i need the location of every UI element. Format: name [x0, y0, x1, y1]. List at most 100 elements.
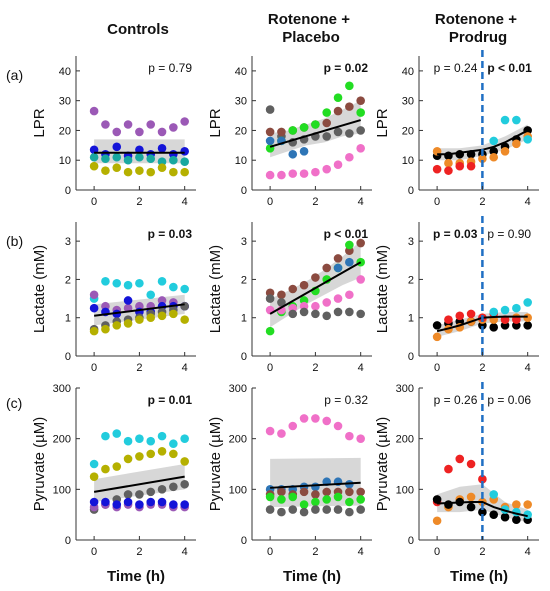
data-point-pink — [299, 169, 309, 178]
data-point-cyan — [500, 305, 510, 315]
data-point-cyan — [157, 277, 167, 286]
data-point-olive — [123, 454, 133, 464]
data-point-blue — [123, 497, 133, 507]
data-point-brown — [299, 280, 309, 290]
column-title-placebo-line2: Placebo — [282, 29, 340, 46]
data-point-red — [444, 166, 453, 175]
data-point-brown — [311, 273, 320, 282]
y-tick-label: 0 — [241, 185, 247, 197]
y-tick-label: 10 — [235, 155, 247, 167]
panel-2-2: 0 100 200 300 0 2 4 Pyruvate (µM) p = 0.26 p = 0.… — [374, 382, 539, 558]
data-point-steelblue — [333, 263, 343, 273]
x-tick-label: 0 — [91, 196, 97, 208]
fit-line — [269, 261, 362, 315]
data-point-brown — [322, 263, 332, 273]
x-tick-label: 2 — [479, 196, 485, 208]
data-point-olive — [135, 315, 144, 324]
data-point-orange — [466, 492, 476, 502]
data-point-purple — [89, 290, 99, 300]
fit-line — [93, 475, 185, 493]
x-tick-label: 4 — [358, 196, 364, 208]
panel-2-0: 0 100 200 300 0 2 4 Pyruvate (µM) p = 0.01 — [31, 383, 196, 558]
x-tick-label: 2 — [479, 546, 485, 558]
y-axis-label: LPR — [374, 108, 391, 137]
data-point-blue — [146, 497, 156, 507]
fit-line — [437, 501, 528, 518]
data-point-olive — [157, 163, 167, 172]
data-point-blue — [180, 146, 189, 156]
data-point-olive — [169, 167, 178, 177]
data-point-orange — [432, 332, 442, 342]
data-point-purple — [89, 106, 99, 116]
data-point-blue — [123, 296, 133, 305]
y-axis-label: Pyruvate (µM) — [31, 417, 48, 512]
data-point-green — [288, 126, 298, 135]
data-point-pink — [299, 414, 309, 423]
data-point-purple — [169, 123, 178, 132]
data-point-red — [432, 164, 442, 174]
x-tick-label: 2 — [136, 196, 142, 208]
data-point-blue — [89, 497, 99, 507]
data-point-cyan — [101, 431, 110, 441]
data-point-green — [322, 275, 332, 284]
data-point-green — [345, 81, 354, 91]
data-point-gray — [169, 482, 178, 492]
data-point-black — [489, 146, 499, 156]
data-point-black — [489, 510, 499, 519]
y-tick-label: 20 — [59, 125, 71, 137]
data-point-gray — [146, 487, 156, 497]
y-tick-label: 3 — [65, 236, 71, 248]
data-point-gray — [345, 507, 354, 517]
data-point-olive — [112, 163, 122, 172]
data-point-orange — [523, 500, 532, 509]
y-tick-label: 300 — [53, 383, 71, 395]
data-point-cyan — [169, 282, 178, 292]
data-point-blue — [112, 500, 122, 509]
data-point-green — [277, 495, 286, 504]
data-point-pink — [322, 416, 332, 426]
p-value-annotation-right: p < 0.01 — [487, 61, 532, 75]
y-axis-label: Pyruvate (µM) — [207, 417, 224, 512]
y-tick-label: 40 — [402, 66, 414, 78]
data-point-olive — [169, 449, 178, 459]
data-point-red — [455, 454, 465, 464]
data-point-steelblue — [311, 482, 320, 492]
data-point-black — [489, 322, 499, 332]
data-point-purple — [112, 127, 122, 137]
data-point-brown — [333, 106, 343, 116]
p-value-annotation: p = 0.79 — [148, 61, 192, 75]
data-point-green — [311, 497, 320, 507]
data-point-pink — [356, 275, 365, 284]
data-point-cyan — [112, 429, 122, 438]
data-point-olive — [89, 161, 99, 171]
p-value-annotation: p = 0.01 — [148, 393, 193, 407]
y-tick-label: 20 — [235, 125, 247, 137]
p-value-annotation-left: p = 0.26 — [434, 393, 478, 407]
x-axis-label-controls: Time (h) — [107, 568, 165, 585]
data-point-red — [466, 309, 476, 319]
data-point-teal — [89, 152, 99, 162]
data-point-gray — [345, 307, 354, 317]
data-point-green — [299, 123, 309, 132]
x-tick-label: 0 — [434, 546, 440, 558]
data-point-green — [345, 240, 354, 250]
data-point-green — [299, 500, 309, 509]
data-point-green — [265, 492, 275, 502]
data-point-orange — [512, 139, 521, 149]
data-point-gray — [311, 309, 320, 319]
data-point-gray — [322, 132, 332, 141]
data-point-gray — [333, 307, 343, 317]
data-point-pink — [333, 294, 343, 303]
y-axis-label: Lactate (mM) — [374, 245, 391, 333]
y-tick-label: 1 — [65, 313, 71, 325]
data-point-brown — [356, 238, 365, 248]
p-value-annotation: p = 0.02 — [324, 61, 369, 75]
p-value-annotation-right: p = 0.06 — [487, 393, 531, 407]
data-point-brown — [311, 490, 320, 499]
data-point-pink — [356, 144, 365, 153]
data-point-red — [466, 459, 476, 469]
x-tick-label: 4 — [525, 546, 531, 558]
data-point-brown — [299, 487, 309, 497]
data-point-pink — [322, 298, 332, 307]
